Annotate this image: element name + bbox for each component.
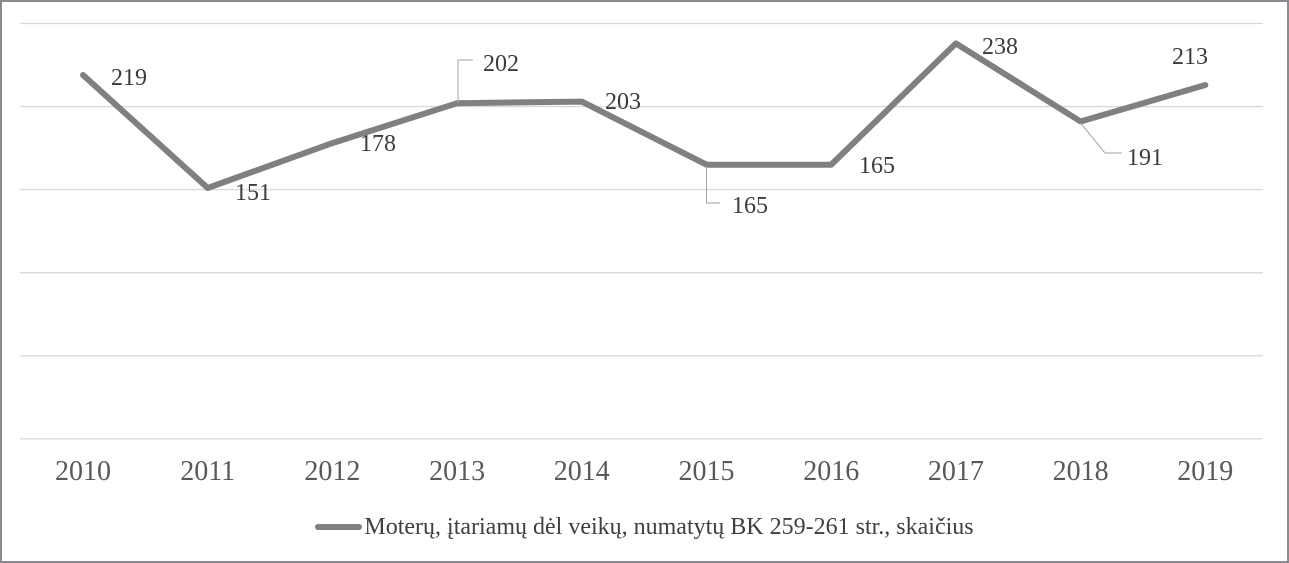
data-label-leader-line [457,59,473,103]
gridlines [20,22,1263,440]
data-label: 191 [1127,145,1163,171]
x-axis-label: 2015 [679,456,735,487]
data-series-line [80,40,1209,191]
data-label: 219 [111,65,147,91]
data-label: 238 [982,34,1018,60]
data-label-leader-line [706,166,720,204]
legend-line-marker [315,524,363,530]
data-label-leader-line [1080,122,1122,154]
x-axis-label: 2019 [1177,456,1233,487]
data-label: 165 [732,193,768,219]
x-axis-label: 2016 [803,456,859,487]
legend-label: Moterų, įtariamų dėl veikų, numatytų BK … [364,514,974,540]
data-label: 203 [605,89,641,115]
x-axis-label: 2010 [55,456,111,487]
data-label: 178 [360,131,396,157]
x-axis-label: 2011 [180,456,235,487]
data-labels: 219 151 178 202 203 165 165 238 191 213 [111,34,1208,219]
x-axis-label: 2013 [429,456,485,487]
chart-legend: Moterų, įtariamų dėl veikų, numatytų BK … [2,506,1287,548]
data-label: 213 [1172,44,1208,70]
x-axis-label: 2012 [304,456,360,487]
data-label: 151 [235,180,271,206]
x-axis-label: 2018 [1053,456,1109,487]
x-axis-label: 2014 [554,456,610,487]
data-label: 202 [483,51,519,77]
x-axis-labels: 2010 2011 2012 2013 2014 2015 2016 2017 2018 2019 [55,456,1233,487]
x-axis-label: 2017 [928,456,984,487]
data-label: 165 [859,153,895,179]
